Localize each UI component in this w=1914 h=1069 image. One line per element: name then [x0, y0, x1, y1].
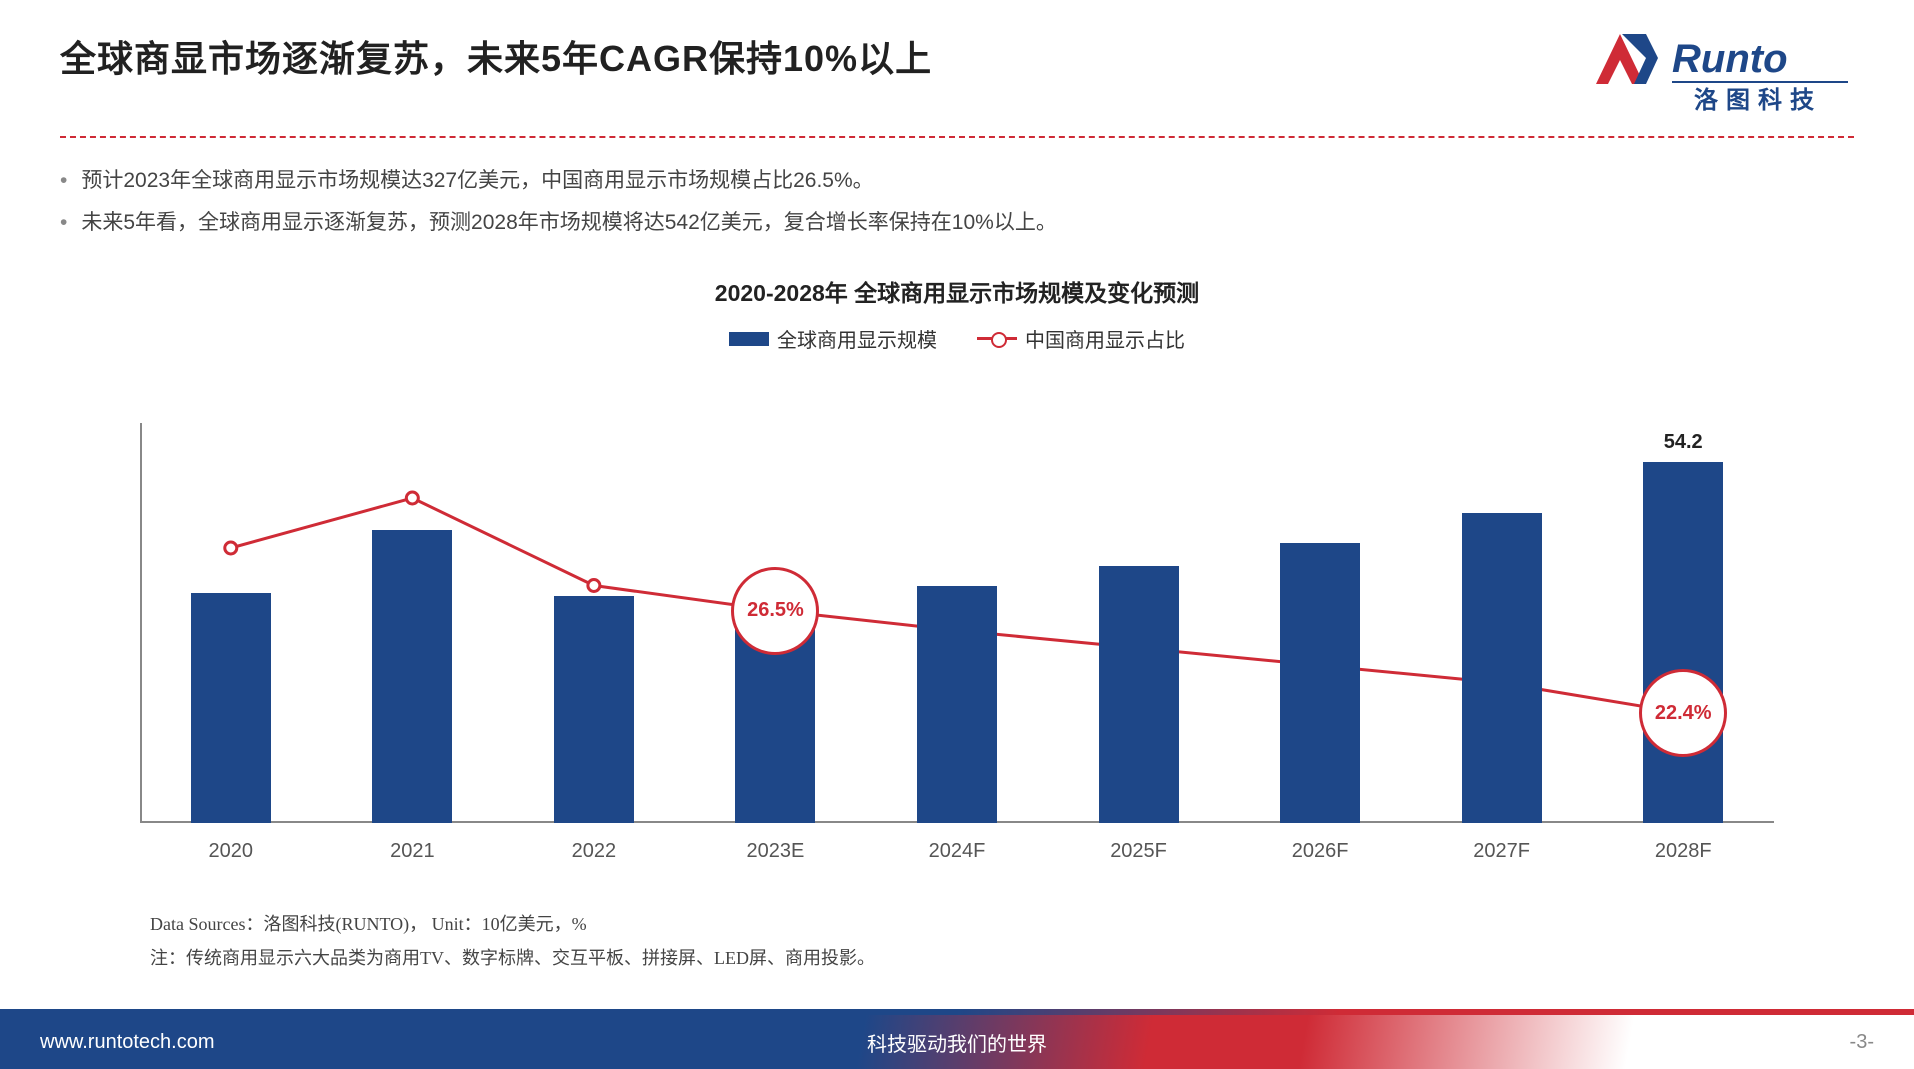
- chart-title: 2020-2028年 全球商用显示市场规模及变化预测: [0, 274, 1914, 308]
- footnote-note: 注：传统商用显示六大品类为商用TV、数字标牌、交互平板、拼接屏、LED屏、商用投…: [150, 941, 1914, 975]
- slide-title: 全球商显市场逐渐复苏，未来5年CAGR保持10%以上: [60, 30, 932, 82]
- legend-line: 中国商用显示占比: [977, 324, 1185, 353]
- x-axis-label: 2025F: [1110, 840, 1167, 863]
- footnotes: Data Sources：洛图科技(RUNTO)， Unit：10亿美元，% 注…: [150, 907, 1914, 975]
- x-axis-label: 2022: [572, 840, 617, 863]
- footnote-source: Data Sources：洛图科技(RUNTO)， Unit：10亿美元，%: [150, 907, 1914, 941]
- dashed-divider: [60, 136, 1854, 138]
- footer-url: www.runtotech.com: [40, 1031, 215, 1054]
- x-axis-label: 2027F: [1473, 840, 1530, 863]
- x-axis-label: 2023E: [747, 840, 805, 863]
- footer-text: www.runtotech.com 科技驱动我们的世界 -3-: [0, 1015, 1914, 1069]
- chart-area: 2020202120222023E32.72024F2025F2026F2027…: [110, 373, 1804, 883]
- plot-area: 2020202120222023E32.72024F2025F2026F2027…: [140, 373, 1774, 823]
- bar: [1099, 566, 1179, 823]
- legend-line-swatch: [977, 337, 1017, 340]
- x-axis-label: 2021: [390, 840, 435, 863]
- bar: [917, 586, 997, 823]
- line-callout: 22.4%: [1639, 669, 1727, 757]
- bar-value-label: 54.2: [1664, 431, 1703, 454]
- bar: [1280, 543, 1360, 823]
- x-axis-label: 2028F: [1655, 840, 1712, 863]
- legend-bar-label: 全球商用显示规模: [777, 324, 937, 353]
- bullet-item: 预计2023年全球商用显示市场规模达327亿美元，中国商用显示市场规模占比26.…: [60, 160, 1854, 202]
- bullet-list: 预计2023年全球商用显示市场规模达327亿美元，中国商用显示市场规模占比26.…: [60, 160, 1854, 244]
- bar: [554, 596, 634, 823]
- x-axis-label: 2020: [209, 840, 254, 863]
- runto-logo: Runto 洛图科技: [1594, 30, 1854, 116]
- bar: [191, 593, 271, 823]
- logo-text-en: Runto: [1672, 37, 1788, 81]
- bar: [372, 530, 452, 823]
- x-axis-label: 2024F: [929, 840, 986, 863]
- page-number: -3-: [1850, 1031, 1874, 1054]
- logo-text-cn: 洛图科技: [1694, 87, 1822, 114]
- slide: 全球商显市场逐渐复苏，未来5年CAGR保持10%以上 Runto 洛图科技 预计…: [0, 0, 1914, 1069]
- footer: www.runtotech.com 科技驱动我们的世界 -3-: [0, 1015, 1914, 1069]
- bar: [1462, 513, 1542, 823]
- legend-line-label: 中国商用显示占比: [1025, 324, 1185, 353]
- line-callout: 26.5%: [731, 567, 819, 655]
- x-axis-label: 2026F: [1292, 840, 1349, 863]
- chart-legend: 全球商用显示规模 中国商用显示占比: [0, 324, 1914, 353]
- header-row: 全球商显市场逐渐复苏，未来5年CAGR保持10%以上 Runto 洛图科技: [0, 0, 1914, 116]
- legend-bar: 全球商用显示规模: [729, 324, 937, 353]
- bar: [1643, 462, 1723, 823]
- legend-bar-swatch: [729, 332, 769, 346]
- footer-slogan: 科技驱动我们的世界: [867, 1028, 1047, 1057]
- bullet-item: 未来5年看，全球商用显示逐渐复苏，预测2028年市场规模将达542亿美元，复合增…: [60, 202, 1854, 244]
